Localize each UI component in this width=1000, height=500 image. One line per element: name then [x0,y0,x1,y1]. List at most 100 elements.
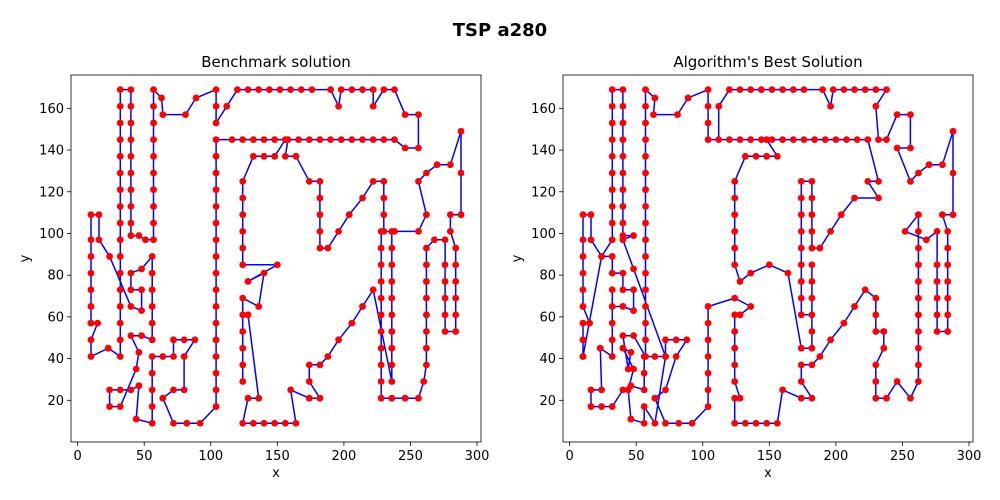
city-point [239,378,247,385]
city-point [212,169,220,177]
city-point [808,227,816,235]
city-point [260,269,268,277]
city-point [808,328,816,335]
city-point [630,232,637,239]
city-point [624,365,632,373]
y-tick-label: 140 [39,144,64,159]
city-point [608,202,616,210]
city-point [797,278,805,285]
city-point [915,311,922,319]
city-point [446,211,454,219]
city-point [271,152,279,160]
city-point [159,394,167,402]
city-point [377,311,385,319]
city-point [907,177,914,185]
city-point [388,244,396,252]
city-point [388,378,396,385]
city-point [452,244,460,252]
city-point [415,227,422,235]
city-point [883,394,890,402]
city-point [923,236,930,244]
city-point [893,144,901,152]
city-point [933,328,941,335]
city-point [212,403,220,410]
city-point [127,386,135,394]
city-point [907,394,914,402]
city-point [95,236,103,244]
city-point [212,319,220,327]
city-point [915,261,922,269]
city-point [116,136,124,144]
city-point [642,269,649,277]
city-point [768,86,776,93]
y-tick-label: 100 [39,227,64,242]
city-point [276,86,284,93]
city-point [915,328,922,335]
city-point [797,227,805,235]
city-point [819,86,826,93]
city-point [148,303,156,310]
city-point [642,253,649,260]
city-point [747,303,755,310]
city-point [212,369,220,377]
city-point [608,286,616,294]
city-point [864,177,872,185]
city-point [150,102,157,110]
city-point [359,136,366,144]
city-point [872,328,880,335]
city-point [335,227,342,235]
city-point [619,269,627,277]
city-point [672,336,680,344]
city-point [170,353,177,360]
city-point [271,419,279,427]
city-point [337,86,345,93]
city-point [239,311,247,319]
city-point [683,336,691,344]
city-point [725,86,733,93]
city-point [875,136,882,144]
city-point [704,336,712,344]
city-point [851,303,858,310]
chart-title: Algorithm's Best Solution [673,53,862,71]
city-point [640,386,648,394]
city-point [843,136,850,144]
y-tick-label: 80 [539,269,556,284]
city-point [579,319,587,327]
city-point [423,244,430,252]
city-point [901,227,909,235]
city-point [239,136,247,144]
city-point [380,177,388,185]
city-point [116,102,124,110]
city-point [608,303,616,310]
city-point [829,86,837,93]
city-point [587,211,595,219]
y-tick-label: 80 [47,269,64,284]
city-point [142,236,149,244]
x-tick-label: 100 [690,449,715,464]
city-point [369,177,377,185]
plot-area [562,74,974,443]
city-point [915,278,922,285]
city-point [642,303,649,310]
city-point [938,161,946,169]
city-point [880,344,888,352]
city-point [239,344,247,352]
x-tick-label: 300 [465,449,490,464]
city-point [337,136,345,144]
chart-title: Benchmark solution [201,53,351,71]
city-point [840,319,848,327]
city-point [150,169,157,177]
city-point [391,136,398,144]
city-point [640,419,648,427]
city-point [752,152,760,160]
city-point [212,102,220,110]
city-point [944,244,952,252]
city-point [872,86,880,93]
chart-panel-2: Algorithm's Best Solution 0 50 100 150 200 250… [510,53,981,481]
city-point [675,419,683,427]
city-point [281,419,289,427]
city-point [249,152,257,160]
city-point [377,378,385,385]
city-point [457,169,465,177]
